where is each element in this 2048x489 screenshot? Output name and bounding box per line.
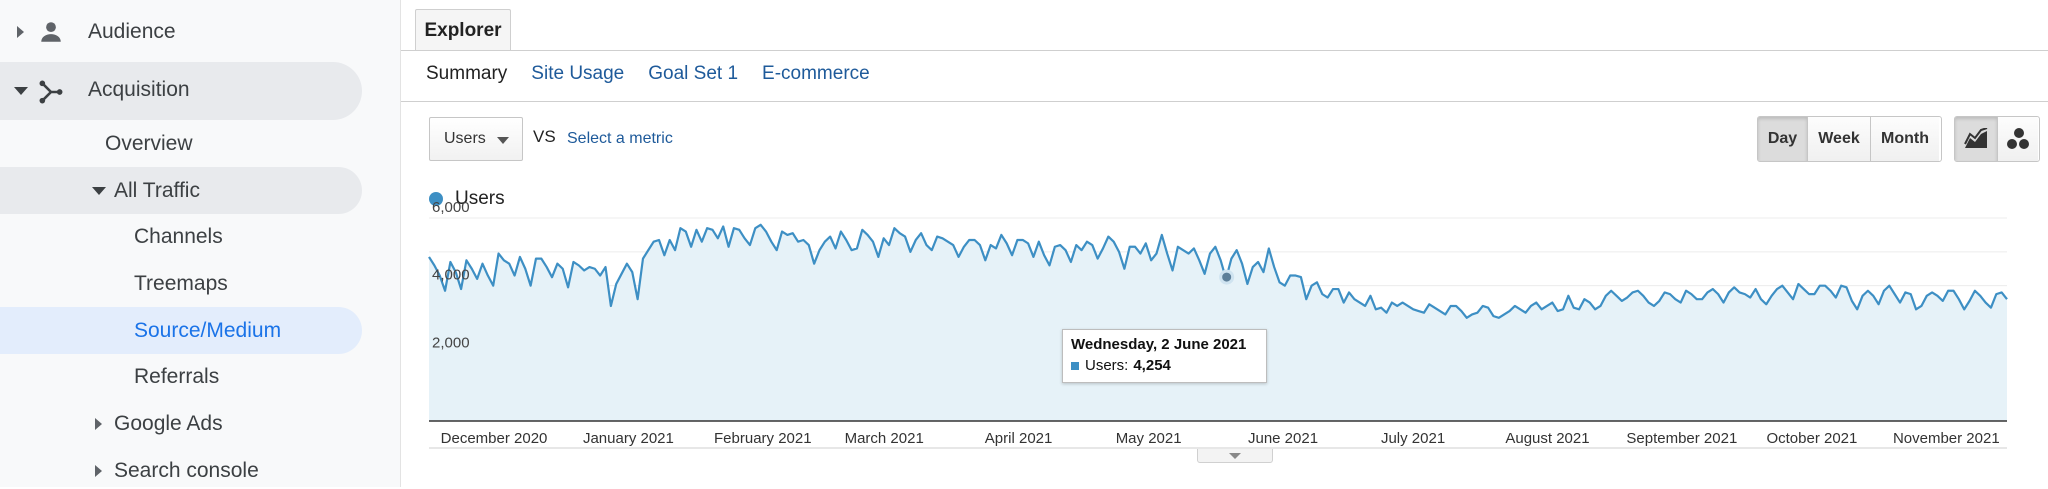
divider (401, 50, 2048, 51)
x-tick-label: September 2021 (1626, 430, 1737, 447)
sidebar-item-google-ads[interactable]: Google Ads (0, 406, 362, 442)
vs-label: VS (533, 127, 556, 146)
sidebar-item-referrals[interactable]: Referrals (0, 359, 362, 395)
sidebar-item-label: Overview (105, 132, 193, 155)
chevron-down-icon (497, 137, 509, 144)
chart-collapse-handle[interactable] (1197, 449, 1273, 463)
caret-down-icon (14, 87, 28, 95)
caret-right-icon (17, 26, 24, 38)
caret-right-icon (95, 465, 102, 477)
sidebar-item-label: All Traffic (114, 179, 200, 202)
x-tick-label: August 2021 (1505, 430, 1589, 447)
tab-explorer[interactable]: Explorer (415, 9, 511, 51)
sidebar-item-overview[interactable]: Overview (0, 126, 362, 162)
line-chart-button[interactable] (1955, 117, 1997, 161)
explorer-subtabs: Summary Site Usage Goal Set 1 E-commerce (426, 63, 870, 85)
sidebar-item-label: Search console (114, 459, 259, 482)
person-icon (41, 22, 61, 42)
caret-down-icon (92, 187, 106, 195)
x-tick-label: November 2021 (1893, 430, 2000, 447)
series-area-users (429, 224, 2007, 421)
sidebar-item-label: Acquisition (88, 78, 190, 101)
sidebar-item-label: Audience (88, 20, 176, 43)
motion-chart-icon (2007, 128, 2029, 149)
subtab-e-commerce[interactable]: E-commerce (762, 63, 870, 84)
sidebar-item-search-console[interactable]: Search console (0, 453, 362, 489)
tooltip-swatch (1071, 361, 1079, 370)
tooltip-row: Users: 4,254 (1071, 357, 1258, 374)
acquisition-icon (39, 80, 63, 104)
sidebar-item-label: Google Ads (114, 412, 223, 435)
y-tick-label: 2,000 (432, 334, 470, 351)
x-tick-label: January 2021 (583, 430, 674, 447)
chart-mode-toggle (1954, 116, 2040, 162)
day-button[interactable]: Day (1758, 117, 1807, 161)
sidebar-item-audience[interactable]: Audience (0, 14, 362, 50)
tooltip-label: Users: (1085, 357, 1129, 374)
chart-tooltip: Wednesday, 2 June 2021 Users: 4,254 (1062, 329, 1267, 383)
y-tick-label: 6,000 (432, 199, 470, 216)
sidebar: Audience Acquisition Overview All Traffi… (0, 0, 401, 487)
line-chart-icon (1964, 128, 1988, 148)
granularity-toggle: Day Week Month (1757, 116, 1942, 162)
sidebar-item-label: Channels (134, 225, 223, 248)
week-button[interactable]: Week (1807, 117, 1870, 161)
x-tick-label: April 2021 (985, 430, 1053, 447)
chevron-down-icon (1229, 453, 1241, 459)
y-tick-label: 4,000 (432, 267, 470, 284)
metric-dropdown[interactable]: Users (429, 117, 523, 161)
x-tick-label: December 2020 (441, 430, 548, 447)
sidebar-item-label: Source/Medium (134, 319, 282, 342)
legend-swatch (429, 192, 443, 206)
subtab-goal-set-1[interactable]: Goal Set 1 (648, 63, 739, 84)
select-metric-link[interactable]: Select a metric (567, 130, 673, 147)
x-tick-label: June 2021 (1248, 430, 1318, 447)
motion-chart-button[interactable] (1997, 117, 2038, 161)
legend-label: Users (455, 188, 505, 209)
x-tick-label: February 2021 (714, 430, 812, 447)
series-line-users (428, 223, 2008, 319)
highlight-point (1219, 269, 1235, 285)
tooltip-date: Wednesday, 2 June 2021 (1071, 336, 1247, 353)
x-tick-label: March 2021 (845, 430, 924, 447)
x-tick-label: May 2021 (1116, 430, 1182, 447)
explorer-panel: Explorer Summary Site Usage Goal Set 1 E… (401, 0, 2048, 487)
sidebar-item-acquisition[interactable]: Acquisition (0, 62, 362, 120)
x-tick-label: October 2021 (1766, 430, 1857, 447)
sidebar-item-source-medium[interactable]: Source/Medium (0, 307, 362, 354)
sidebar-item-treemaps[interactable]: Treemaps (0, 266, 362, 302)
subtab-summary[interactable]: Summary (426, 63, 508, 84)
tooltip-value: 4,254 (1133, 357, 1171, 374)
metric-dropdown-value: Users (444, 130, 486, 147)
month-button[interactable]: Month (1870, 117, 1939, 161)
x-tick-label: July 2021 (1381, 430, 1445, 447)
subtab-site-usage[interactable]: Site Usage (531, 63, 625, 84)
caret-right-icon (95, 418, 102, 430)
divider (401, 101, 2048, 102)
sidebar-item-label: Treemaps (134, 272, 228, 295)
sidebar-item-label: Referrals (134, 365, 220, 388)
chart-legend: Users (429, 188, 505, 210)
sidebar-item-all-traffic[interactable]: All Traffic (0, 167, 362, 214)
sidebar-item-channels[interactable]: Channels (0, 219, 362, 255)
users-chart[interactable]: 6,000 4,000 2,000 December 2020 January 2021… (401, 0, 2047, 487)
